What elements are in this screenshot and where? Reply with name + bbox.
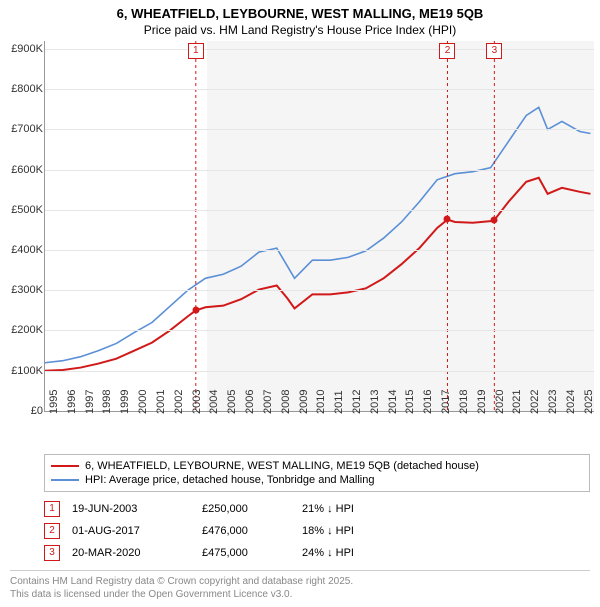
x-tick-label: 2024 bbox=[565, 389, 577, 413]
event-price: £475,000 bbox=[202, 547, 302, 559]
x-tick-label: 2006 bbox=[244, 389, 256, 413]
chart-title-line2: Price paid vs. HM Land Registry's House … bbox=[0, 23, 600, 41]
gridline bbox=[45, 49, 594, 50]
x-tick-label: 2016 bbox=[422, 389, 434, 413]
event-marker-number: 2 bbox=[439, 43, 455, 59]
legend-row: HPI: Average price, detached house, Tonb… bbox=[51, 473, 583, 487]
y-tick-label: £400K bbox=[11, 244, 45, 256]
gridline bbox=[45, 89, 594, 90]
event-number-box: 1 bbox=[44, 501, 60, 517]
gridline bbox=[45, 129, 594, 130]
legend: 6, WHEATFIELD, LEYBOURNE, WEST MALLING, … bbox=[44, 454, 590, 492]
y-tick-label: £200K bbox=[11, 324, 45, 336]
x-tick-label: 2025 bbox=[583, 389, 595, 413]
event-row: 1 19-JUN-2003£250,00021% ↓ HPI bbox=[44, 498, 590, 520]
series-hpi bbox=[45, 107, 590, 362]
gridline bbox=[45, 330, 594, 331]
chart-title-line1: 6, WHEATFIELD, LEYBOURNE, WEST MALLING, … bbox=[0, 0, 600, 23]
event-delta: 21% ↓ HPI bbox=[302, 503, 590, 515]
x-tick-label: 1996 bbox=[66, 389, 78, 413]
x-tick-label: 2019 bbox=[476, 389, 488, 413]
x-tick-label: 2005 bbox=[226, 389, 238, 413]
plot-area: £0£100K£200K£300K£400K£500K£600K£700K£80… bbox=[44, 41, 594, 412]
footer-line1: Contains HM Land Registry data © Crown c… bbox=[10, 575, 590, 588]
gridline bbox=[45, 210, 594, 211]
x-tick-label: 1997 bbox=[84, 389, 96, 413]
y-tick-label: £500K bbox=[11, 204, 45, 216]
event-date: 20-MAR-2020 bbox=[72, 547, 202, 559]
x-tick-label: 1998 bbox=[101, 389, 113, 413]
legend-label: HPI: Average price, detached house, Tonb… bbox=[85, 474, 374, 486]
y-tick-label: £100K bbox=[11, 365, 45, 377]
x-tick-label: 2014 bbox=[387, 389, 399, 413]
event-delta: 18% ↓ HPI bbox=[302, 525, 590, 537]
gridline bbox=[45, 250, 594, 251]
event-marker-number: 1 bbox=[188, 43, 204, 59]
event-number-box: 2 bbox=[44, 523, 60, 539]
x-tick-label: 2000 bbox=[137, 389, 149, 413]
event-delta: 24% ↓ HPI bbox=[302, 547, 590, 559]
x-tick-label: 2020 bbox=[494, 389, 506, 413]
legend-swatch bbox=[51, 479, 79, 481]
x-tick-label: 2021 bbox=[511, 389, 523, 413]
y-tick-label: £900K bbox=[11, 43, 45, 55]
x-tick-label: 2015 bbox=[404, 389, 416, 413]
events-table: 1 19-JUN-2003£250,00021% ↓ HPI 2 01-AUG-201… bbox=[44, 498, 590, 564]
x-tick-label: 2002 bbox=[173, 389, 185, 413]
event-number-box: 3 bbox=[44, 545, 60, 561]
gridline bbox=[45, 290, 594, 291]
event-date: 19-JUN-2003 bbox=[72, 503, 202, 515]
event-marker-dot bbox=[444, 216, 451, 223]
chart-lines-svg bbox=[45, 41, 594, 411]
x-tick-label: 1995 bbox=[48, 389, 60, 413]
event-price: £476,000 bbox=[202, 525, 302, 537]
x-tick-label: 2011 bbox=[333, 390, 345, 414]
x-tick-label: 2010 bbox=[315, 389, 327, 413]
series-price_paid bbox=[45, 178, 590, 371]
x-tick-label: 2003 bbox=[191, 389, 203, 413]
event-row: 3 20-MAR-2020£475,00024% ↓ HPI bbox=[44, 542, 590, 564]
event-marker-number: 3 bbox=[486, 43, 502, 59]
x-tick-label: 2012 bbox=[351, 389, 363, 413]
x-tick-label: 2013 bbox=[369, 389, 381, 413]
legend-label: 6, WHEATFIELD, LEYBOURNE, WEST MALLING, … bbox=[85, 460, 479, 472]
legend-row: 6, WHEATFIELD, LEYBOURNE, WEST MALLING, … bbox=[51, 459, 583, 473]
x-tick-label: 2009 bbox=[298, 389, 310, 413]
x-tick-label: 1999 bbox=[119, 389, 131, 413]
x-tick-label: 2004 bbox=[208, 389, 220, 413]
event-row: 2 01-AUG-2017£476,00018% ↓ HPI bbox=[44, 520, 590, 542]
gridline bbox=[45, 371, 594, 372]
event-marker-dot bbox=[491, 216, 498, 223]
x-tick-label: 2008 bbox=[280, 389, 292, 413]
y-tick-label: £700K bbox=[11, 123, 45, 135]
x-axis-labels: 1995199619971998199920002001200220032004… bbox=[44, 412, 594, 450]
y-tick-label: £0 bbox=[31, 405, 45, 417]
y-tick-label: £300K bbox=[11, 284, 45, 296]
event-marker-dot bbox=[192, 307, 199, 314]
x-tick-label: 2007 bbox=[262, 389, 274, 413]
y-tick-label: £600K bbox=[11, 164, 45, 176]
x-tick-label: 2017 bbox=[440, 389, 452, 413]
chart-container: 6, WHEATFIELD, LEYBOURNE, WEST MALLING, … bbox=[0, 0, 600, 601]
footer: Contains HM Land Registry data © Crown c… bbox=[10, 570, 590, 601]
event-price: £250,000 bbox=[202, 503, 302, 515]
y-tick-label: £800K bbox=[11, 83, 45, 95]
x-tick-label: 2018 bbox=[458, 389, 470, 413]
gridline bbox=[45, 170, 594, 171]
event-date: 01-AUG-2017 bbox=[72, 525, 202, 537]
x-tick-label: 2023 bbox=[547, 389, 559, 413]
x-tick-label: 2001 bbox=[155, 389, 167, 413]
x-tick-label: 2022 bbox=[529, 389, 541, 413]
legend-swatch bbox=[51, 465, 79, 467]
